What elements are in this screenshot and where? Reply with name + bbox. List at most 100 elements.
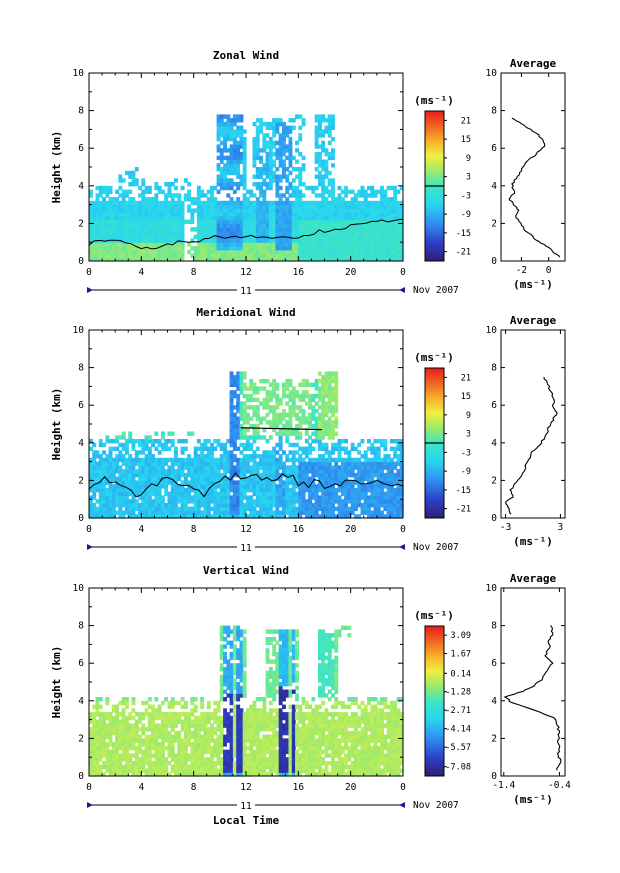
heatmap-cell (386, 238, 391, 243)
heatmap-cell (141, 230, 146, 236)
heatmap-cell (285, 469, 290, 474)
heatmap-cell (131, 442, 136, 448)
heatmap-cell (102, 499, 106, 504)
colorbar-tick-label: -15 (456, 229, 471, 239)
heatmap-cell (105, 469, 110, 474)
heatmap-cell (226, 167, 231, 172)
heatmap-cell (239, 450, 244, 455)
heatmap-cell (219, 499, 224, 504)
heatmap-cell (105, 697, 110, 702)
heatmap-cell (154, 249, 159, 255)
heatmap-cell (331, 469, 335, 474)
heatmap-cell (282, 424, 286, 429)
heatmap-cell (399, 442, 404, 448)
heatmap-cell (213, 204, 218, 209)
heatmap-cell (151, 472, 155, 478)
heatmap-cell (157, 753, 162, 758)
heatmap-cell (161, 514, 165, 519)
heatmap-cell (265, 155, 270, 161)
heatmap-cell (347, 204, 352, 209)
heatmap-cell (216, 212, 221, 217)
heatmap-cell (128, 476, 133, 481)
heatmap-cell (111, 742, 116, 747)
heatmap-cell (134, 212, 139, 217)
heatmap-cell (272, 469, 277, 474)
heatmap-cell (383, 189, 388, 194)
heatmap-cell (321, 386, 326, 391)
heatmap-cell (321, 401, 326, 406)
heatmap-cell (128, 170, 133, 176)
heatmap-cell (128, 727, 133, 732)
heatmap-cell (321, 382, 326, 387)
heatmap-cell (98, 246, 103, 251)
heatmap-cell (288, 409, 293, 414)
heatmap-cell (268, 242, 273, 247)
heatmap-cell (275, 412, 280, 418)
heatmap-cell (128, 753, 133, 758)
heatmap-cell (128, 223, 133, 228)
heatmap-cell (239, 382, 244, 387)
heatmap-cell (298, 431, 303, 436)
heatmap-cell (291, 401, 296, 406)
heatmap-cell (268, 163, 273, 168)
heatmap-cell (200, 461, 205, 466)
heatmap-cell (196, 219, 201, 224)
y-tick-label: 0 (78, 256, 84, 267)
heatmap-cell (301, 457, 306, 463)
heatmap-cell (321, 114, 326, 119)
heatmap-cell (324, 514, 329, 519)
heatmap-cell (102, 230, 106, 236)
heatmap-cell (170, 719, 175, 724)
heatmap-cell (314, 503, 319, 508)
heatmap-cell (285, 510, 290, 515)
heatmap-cell (314, 499, 319, 504)
heatmap-cell (121, 723, 126, 728)
heatmap-cell (236, 197, 241, 202)
heatmap-cell (295, 442, 299, 448)
heatmap-cell (98, 469, 103, 474)
heatmap-cell (190, 219, 195, 224)
heatmap-cell (92, 234, 97, 240)
heatmap-cell (118, 208, 123, 213)
heatmap-cell (170, 712, 175, 717)
heatmap-cell (177, 457, 182, 463)
heatmap-cell (89, 257, 93, 262)
heatmap-cell (399, 212, 404, 217)
heatmap-cell (311, 506, 316, 512)
heatmap-cell (154, 215, 159, 221)
heatmap-cell (239, 114, 244, 119)
heatmap-cell (334, 420, 339, 425)
heatmap-cell (92, 491, 97, 497)
heatmap-cell (141, 208, 146, 213)
heatmap-cell (337, 197, 342, 202)
heatmap-cell (285, 454, 290, 459)
heatmap-cell (213, 200, 218, 206)
heatmap-cell (167, 742, 172, 747)
heatmap-cell (327, 257, 332, 262)
heatmap-cell (177, 753, 182, 758)
heatmap-cell (321, 393, 326, 399)
heatmap-cell (298, 484, 303, 489)
heatmap-cell (370, 189, 375, 194)
heatmap-cell (147, 727, 152, 732)
heatmap-cell (108, 219, 113, 224)
heatmap-cell (216, 155, 221, 161)
heatmap-cell (259, 249, 263, 255)
heatmap-cell (131, 510, 136, 515)
heatmap-cell (128, 182, 133, 187)
heatmap-cell (144, 461, 149, 466)
heatmap-cell (278, 435, 283, 440)
heatmap-cell (259, 257, 263, 262)
heatmap-cell (229, 159, 234, 164)
heatmap-cell (350, 246, 355, 251)
heatmap-cell (252, 223, 257, 228)
heatmap-cell (102, 457, 106, 463)
heatmap-cell (108, 242, 113, 247)
heatmap-cell (363, 257, 368, 262)
heatmap-cell (285, 148, 290, 153)
heatmap-cell (111, 476, 116, 481)
heatmap-cell (298, 461, 303, 466)
heatmap-cell (213, 457, 218, 463)
heatmap-cell (131, 469, 136, 474)
heatmap-cell (298, 178, 303, 183)
